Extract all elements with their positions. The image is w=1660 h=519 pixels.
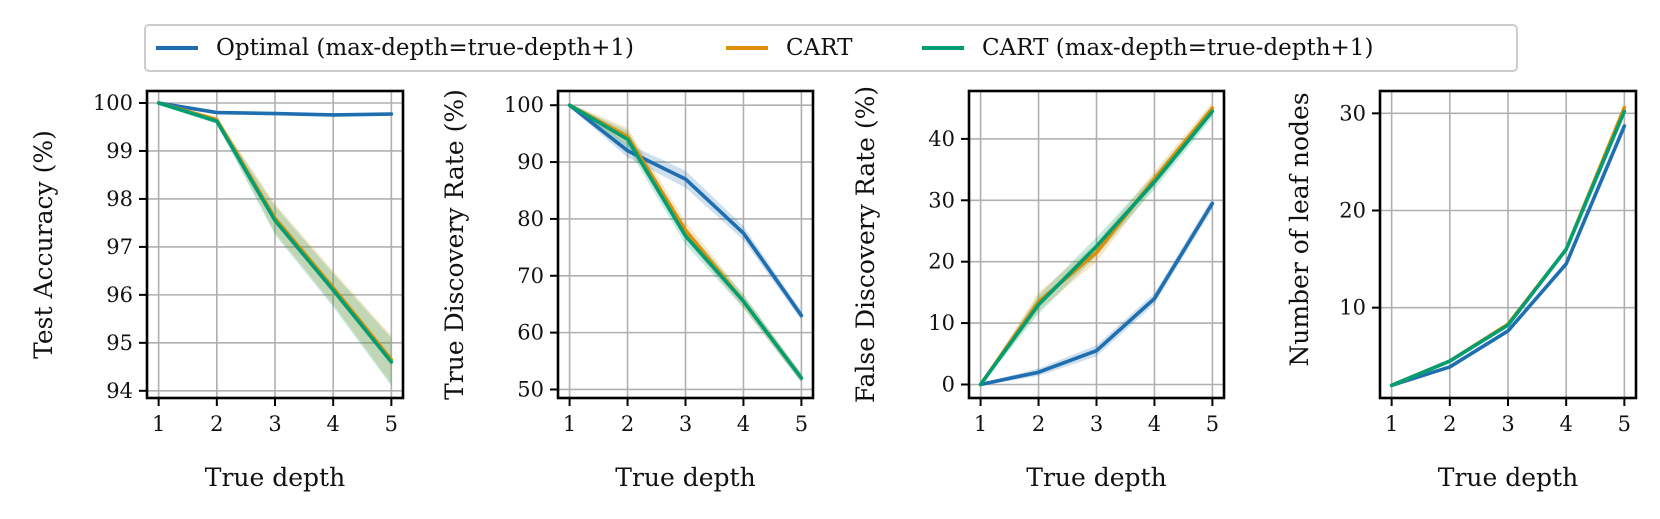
y-tick-label: 100 bbox=[504, 93, 544, 117]
x-tick-label: 2 bbox=[1032, 412, 1045, 436]
y-tick-label: 10 bbox=[1339, 296, 1366, 320]
x-tick-label: 5 bbox=[385, 412, 398, 436]
series-line bbox=[567, 103, 804, 318]
y-tick-label: 60 bbox=[517, 321, 544, 345]
legend-label-optimal: Optimal (max-depth=true-depth+1) bbox=[216, 35, 635, 61]
x-tick-label: 4 bbox=[1148, 412, 1161, 436]
legend-swatch-cart bbox=[726, 46, 768, 50]
x-tick-label: 4 bbox=[737, 412, 750, 436]
x-tick-label: 3 bbox=[1501, 412, 1514, 436]
x-tick-label: 2 bbox=[210, 412, 223, 436]
y-tick-label: 70 bbox=[517, 264, 544, 288]
legend-label-cart: CART bbox=[786, 35, 853, 61]
x-axis-label: True depth bbox=[1438, 463, 1578, 492]
y-tick-label: 20 bbox=[1339, 198, 1366, 222]
series-band bbox=[980, 197, 1213, 386]
legend: Optimal (max-depth=true-depth+1) CART CA… bbox=[144, 24, 1518, 72]
x-tick-label: 4 bbox=[326, 412, 339, 436]
series-band bbox=[569, 103, 802, 383]
series-line bbox=[567, 103, 804, 380]
y-tick-label: 96 bbox=[106, 283, 133, 307]
y-tick-label: 50 bbox=[517, 377, 544, 401]
legend-item-cart-deeper: CART (max-depth=true-depth+1) bbox=[922, 26, 1373, 70]
x-tick-label: 2 bbox=[1443, 412, 1456, 436]
chart-panel-4: 1 2 3 4 5 10 20 30 True depth Number of leaf node… bbox=[1285, 89, 1638, 492]
x-tick-label: 5 bbox=[1206, 412, 1219, 436]
y-tick-label: 30 bbox=[1339, 101, 1366, 125]
series-line bbox=[156, 101, 394, 364]
y-tick-label: 100 bbox=[93, 91, 133, 115]
y-tick-label: 40 bbox=[928, 127, 955, 151]
series-line bbox=[978, 109, 1215, 387]
y-tick-label: 90 bbox=[517, 150, 544, 174]
y-tick-label: 0 bbox=[942, 372, 955, 396]
chart-panel-3: 1 2 3 4 5 0 10 20 30 40 True depth False Discovery … bbox=[851, 86, 1226, 492]
x-axis-label: True depth bbox=[1026, 463, 1166, 492]
chart-panel-2: 1 2 3 4 5 50 60 70 80 90 100 True depth True Discove… bbox=[440, 89, 815, 492]
series-line bbox=[1389, 109, 1627, 388]
series-line bbox=[1389, 124, 1627, 388]
x-tick-label: 1 bbox=[152, 412, 165, 436]
chart-panel-1: 1 2 3 4 5 94 95 96 97 98 99 100 True depth Test Accur… bbox=[29, 89, 405, 492]
y-axis-label: True Discovery Rate (%) bbox=[440, 89, 469, 400]
x-axis-label: True depth bbox=[615, 463, 755, 492]
y-axis-label: Test Accuracy (%) bbox=[29, 130, 58, 359]
y-tick-label: 30 bbox=[928, 188, 955, 212]
y-tick-label: 97 bbox=[106, 235, 133, 259]
legend-swatch-cart-deeper bbox=[922, 46, 964, 50]
legend-label-cart-deeper: CART (max-depth=true-depth+1) bbox=[982, 35, 1374, 61]
legend-item-optimal: Optimal (max-depth=true-depth+1) bbox=[156, 26, 634, 70]
y-tick-label: 80 bbox=[517, 207, 544, 231]
x-tick-label: 1 bbox=[563, 412, 576, 436]
y-axis-label: False Discovery Rate (%) bbox=[851, 86, 880, 403]
y-tick-label: 94 bbox=[106, 379, 133, 403]
y-axis-label: Number of leaf nodes bbox=[1285, 92, 1314, 366]
series-line bbox=[156, 101, 394, 117]
y-tick-label: 98 bbox=[106, 187, 133, 211]
x-tick-label: 3 bbox=[679, 412, 692, 436]
y-tick-label: 20 bbox=[928, 250, 955, 274]
legend-item-cart: CART bbox=[726, 26, 852, 70]
x-tick-label: 5 bbox=[795, 412, 808, 436]
x-tick-label: 2 bbox=[621, 412, 634, 436]
x-axis-label: True depth bbox=[205, 463, 345, 492]
x-tick-label: 4 bbox=[1559, 412, 1572, 436]
series-line bbox=[978, 201, 1215, 387]
y-tick-label: 95 bbox=[106, 331, 133, 355]
x-tick-label: 3 bbox=[1090, 412, 1103, 436]
legend-swatch-optimal bbox=[156, 46, 198, 50]
y-tick-label: 99 bbox=[106, 139, 133, 163]
x-tick-label: 1 bbox=[1385, 412, 1398, 436]
x-tick-label: 1 bbox=[974, 412, 987, 436]
y-tick-label: 10 bbox=[928, 311, 955, 335]
x-tick-label: 5 bbox=[1618, 412, 1631, 436]
x-tick-label: 3 bbox=[268, 412, 281, 436]
